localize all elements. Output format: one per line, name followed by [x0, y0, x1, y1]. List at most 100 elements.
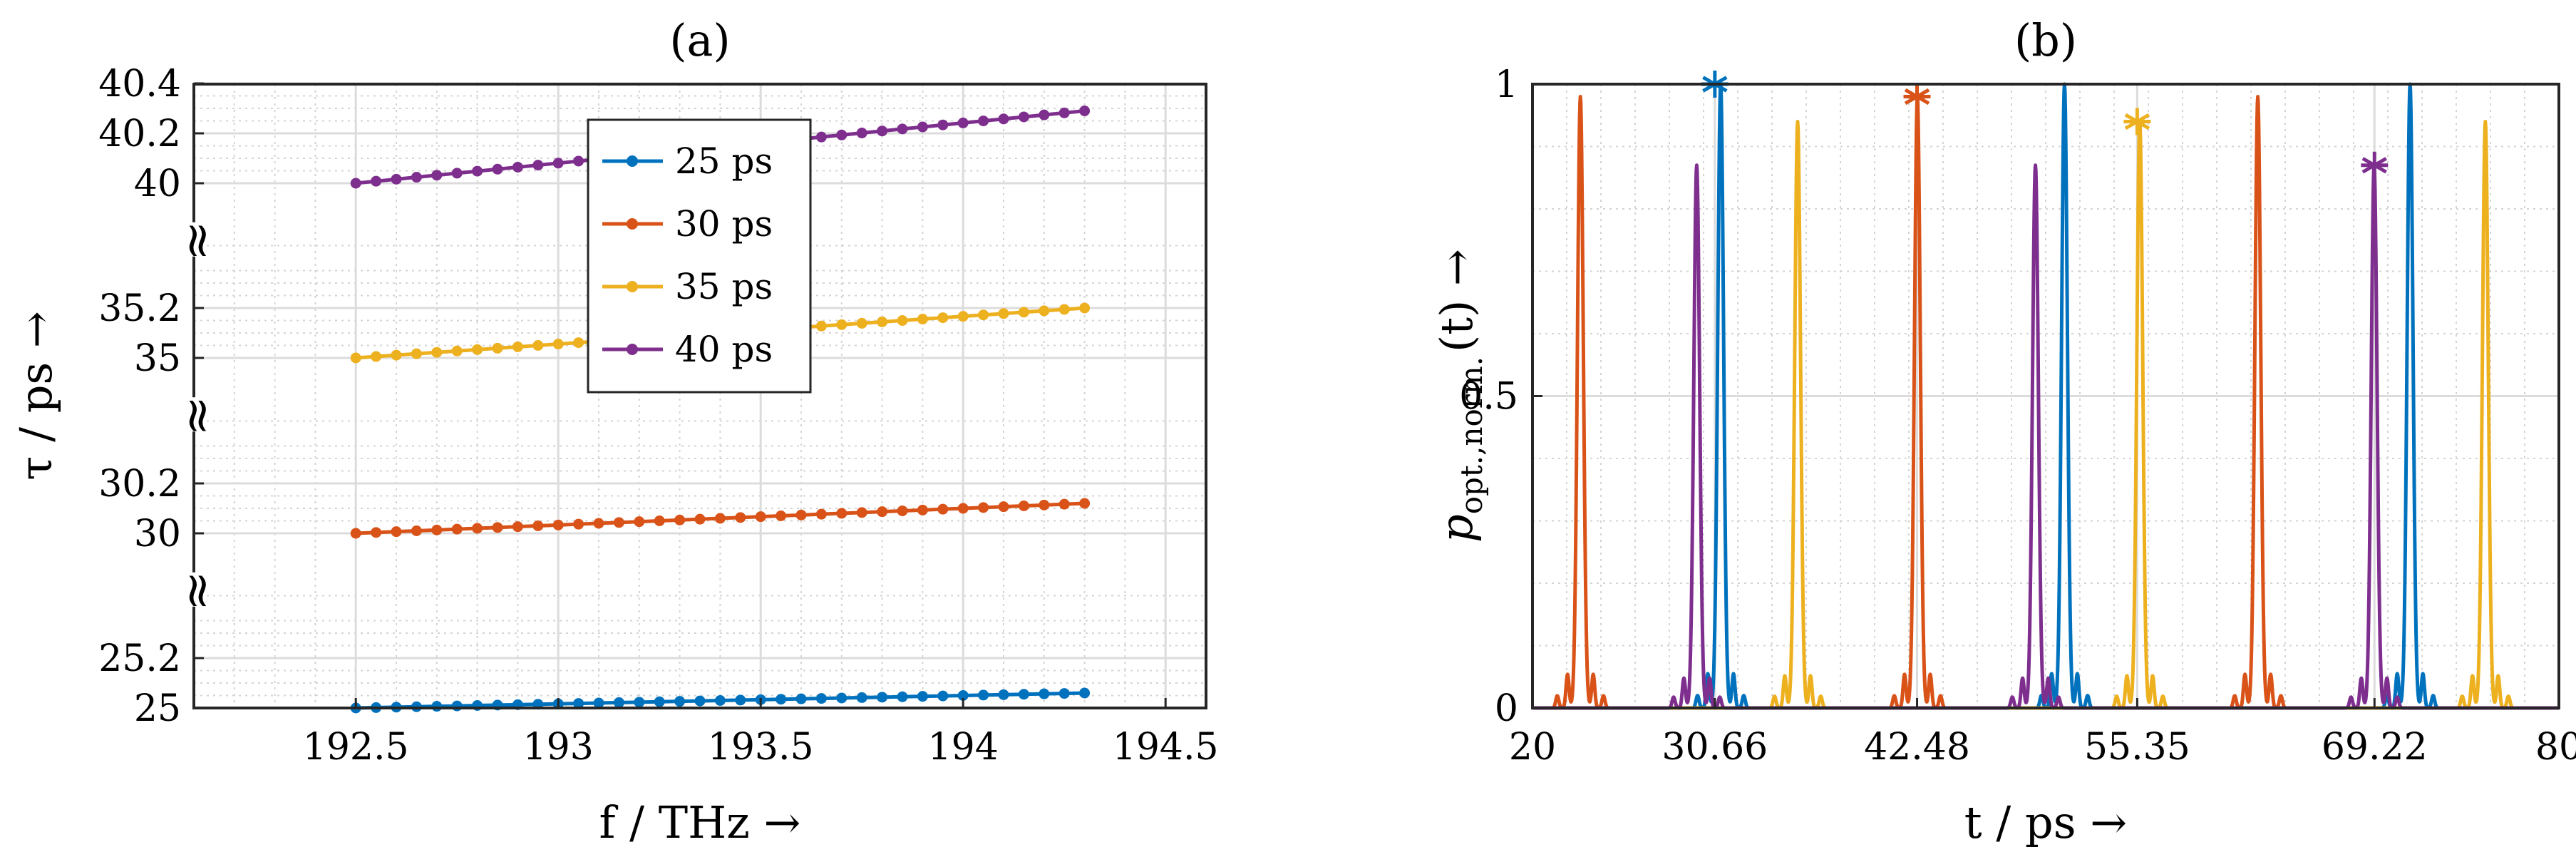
- a-data-point: [998, 113, 1009, 125]
- a-data-point: [998, 689, 1009, 700]
- a-data-point: [957, 503, 969, 514]
- a-data-point: [573, 698, 584, 709]
- a-data-point: [877, 506, 888, 518]
- panel-b: 20 30.66 42.48 55.35 69.22 80 0 0.5 1 (b) t / ps…: [1431, 14, 2576, 848]
- a-ytick-label: 40.4: [98, 63, 181, 106]
- a-data-point: [451, 523, 463, 535]
- a-legend-label: 30 ps: [675, 203, 773, 245]
- panel-a-xlabel: f / THz →: [599, 796, 801, 848]
- a-data-point: [1079, 687, 1091, 699]
- a-data-point: [998, 501, 1009, 513]
- a-data-point: [1018, 307, 1029, 318]
- a-data-point: [937, 119, 949, 130]
- a-xtick-label: 194: [928, 726, 999, 769]
- b-xtick-label: 80: [2535, 726, 2576, 769]
- a-ytick-label: 40.2: [98, 113, 181, 155]
- a-xtick-label: 192.5: [303, 726, 409, 769]
- a-data-point: [836, 508, 847, 519]
- b-xtick-label: 55.35: [2084, 726, 2190, 769]
- a-data-point: [552, 339, 564, 350]
- panel-b-title: (b): [2014, 14, 2077, 66]
- a-legend-label: 25 ps: [675, 140, 773, 182]
- a-data-point: [634, 516, 645, 528]
- a-data-point: [897, 123, 908, 135]
- a-data-point: [411, 172, 422, 183]
- a-data-point: [815, 508, 827, 520]
- a-data-point: [735, 512, 746, 523]
- a-data-point: [978, 689, 989, 701]
- a-data-point: [836, 319, 847, 330]
- a-data-point: [1079, 498, 1091, 509]
- a-data-point: [350, 352, 361, 364]
- a-legend-marker: [627, 281, 638, 292]
- a-ytick-label: 40: [134, 163, 181, 205]
- a-ytick-label: 25.2: [98, 637, 181, 680]
- a-data-point: [978, 502, 989, 513]
- a-data-point: [391, 526, 402, 538]
- a-legend-label: 40 ps: [675, 329, 773, 370]
- a-data-point: [391, 173, 402, 185]
- a-data-point: [472, 165, 483, 177]
- a-data-point: [1039, 499, 1050, 510]
- a-data-point: [815, 320, 827, 332]
- a-data-point: [512, 161, 523, 173]
- a-data-point: [552, 519, 564, 530]
- a-data-point: [512, 521, 523, 533]
- panel-b-ylabel-rest: (t) →: [1431, 249, 1483, 352]
- b-star-marker-3: [2361, 151, 2389, 179]
- a-data-point: [391, 349, 402, 361]
- panel-b-xlabel: t / ps →: [1964, 796, 2127, 848]
- a-axis-break: ≈: [170, 220, 227, 261]
- a-data-point: [431, 347, 443, 358]
- a-data-point: [451, 700, 463, 712]
- a-data-point: [350, 528, 361, 539]
- a-data-point: [1058, 107, 1070, 118]
- b-ytick-label: 0: [1495, 687, 1518, 730]
- b-star-marker-1: [1903, 83, 1931, 111]
- a-legend-marker: [627, 344, 638, 355]
- a-data-point: [998, 308, 1009, 319]
- a-data-point: [472, 344, 483, 355]
- a-data-point: [917, 314, 928, 325]
- a-data-point: [1039, 109, 1050, 120]
- a-legend-label: 35 ps: [675, 266, 773, 307]
- a-data-point: [431, 701, 443, 712]
- a-data-point: [411, 348, 422, 359]
- a-legend-marker: [627, 218, 638, 230]
- b-xtick-label: 69.22: [2322, 726, 2428, 769]
- a-data-point: [776, 694, 787, 705]
- a-data-point: [937, 312, 949, 324]
- a-data-point: [593, 697, 604, 709]
- a-data-point: [472, 523, 483, 534]
- a-data-point: [1018, 501, 1029, 511]
- a-data-point: [897, 691, 908, 702]
- a-data-point: [613, 517, 624, 528]
- a-data-point: [957, 311, 969, 322]
- panel-a-ylabel: τ / ps →: [10, 311, 62, 481]
- a-break-gap: [190, 572, 198, 607]
- a-data-point: [613, 697, 624, 708]
- panel-b-ylabel: popt.,norm. (t) →: [1431, 249, 1489, 543]
- b-xtick-label: 42.48: [1864, 726, 1970, 769]
- a-data-point: [532, 340, 544, 351]
- a-ytick-label: 30.2: [98, 463, 181, 506]
- a-data-point: [431, 170, 443, 181]
- a-xtick-label: 193: [523, 726, 594, 769]
- panel-a-ticks: 192.5 193 193.5 194 194.5 25 25.2 30 30.2 35 35.2 4…: [98, 63, 1218, 769]
- a-axis-break: ≈: [170, 396, 227, 436]
- a-ytick-label: 30: [134, 513, 181, 555]
- a-data-point: [917, 504, 928, 515]
- a-data-point: [431, 524, 443, 535]
- a-data-point: [978, 309, 989, 321]
- a-data-point: [492, 342, 503, 354]
- a-data-point: [957, 690, 969, 701]
- a-legend-box: [587, 118, 812, 394]
- a-data-point: [634, 697, 645, 708]
- a-data-point: [714, 513, 726, 524]
- a-legend-marker: [627, 155, 638, 167]
- a-data-point: [795, 509, 807, 520]
- a-data-point: [573, 518, 584, 530]
- panel-b-ylabel-subscript: opt.,norm.: [1454, 356, 1489, 514]
- a-break-gap: [190, 222, 198, 257]
- a-data-point: [512, 341, 523, 352]
